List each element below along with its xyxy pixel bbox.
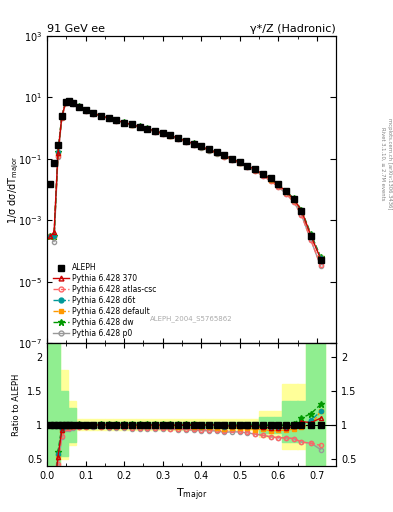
Bar bbox=[143, 421, 151, 429]
Bar bbox=[48, 343, 52, 470]
Bar bbox=[52, 343, 56, 470]
Bar bbox=[56, 343, 60, 470]
Bar bbox=[274, 417, 282, 433]
Bar bbox=[71, 408, 76, 442]
Bar bbox=[136, 421, 143, 429]
Bar bbox=[105, 421, 113, 429]
Bar bbox=[71, 401, 76, 445]
Bar bbox=[306, 343, 316, 470]
Bar bbox=[267, 417, 274, 433]
Bar bbox=[259, 411, 267, 437]
Bar bbox=[56, 343, 60, 470]
Bar bbox=[220, 421, 228, 429]
Bar bbox=[182, 421, 190, 429]
Bar bbox=[205, 421, 213, 429]
Bar bbox=[213, 419, 220, 430]
Bar bbox=[64, 370, 68, 459]
Bar bbox=[167, 419, 174, 430]
Bar bbox=[282, 384, 290, 449]
Y-axis label: Ratio to ALEPH: Ratio to ALEPH bbox=[12, 373, 21, 436]
Bar bbox=[228, 419, 236, 430]
Text: γ*/Z (Hadronic): γ*/Z (Hadronic) bbox=[250, 24, 336, 34]
Bar bbox=[174, 421, 182, 429]
Bar bbox=[159, 421, 167, 429]
Bar bbox=[113, 421, 120, 429]
Bar bbox=[97, 419, 105, 430]
Bar bbox=[52, 343, 56, 470]
Bar bbox=[82, 419, 90, 430]
Bar bbox=[251, 419, 259, 430]
Bar bbox=[159, 419, 167, 430]
Text: ALEPH_2004_S5765862: ALEPH_2004_S5765862 bbox=[150, 315, 233, 322]
Bar bbox=[128, 419, 136, 430]
Bar bbox=[297, 401, 306, 442]
Bar bbox=[120, 421, 128, 429]
Bar bbox=[251, 421, 259, 429]
Bar bbox=[182, 419, 190, 430]
Bar bbox=[274, 411, 282, 437]
Bar bbox=[105, 419, 113, 430]
Bar bbox=[197, 419, 205, 430]
Bar bbox=[167, 421, 174, 429]
Bar bbox=[244, 421, 251, 429]
Legend: ALEPH, Pythia 6.428 370, Pythia 6.428 atlas-csc, Pythia 6.428 d6t, Pythia 6.428 : ALEPH, Pythia 6.428 370, Pythia 6.428 at… bbox=[51, 262, 158, 339]
Bar bbox=[297, 384, 306, 449]
Bar bbox=[151, 419, 159, 430]
Bar bbox=[60, 391, 64, 456]
Bar bbox=[75, 419, 82, 430]
Bar bbox=[220, 419, 228, 430]
Bar bbox=[282, 401, 290, 442]
Bar bbox=[151, 421, 159, 429]
Bar bbox=[143, 419, 151, 430]
Bar bbox=[267, 411, 274, 437]
Bar bbox=[136, 419, 143, 430]
Bar bbox=[190, 419, 197, 430]
Bar bbox=[290, 384, 298, 449]
Text: 91 GeV ee: 91 GeV ee bbox=[47, 24, 105, 34]
Bar bbox=[90, 421, 97, 429]
Bar bbox=[205, 419, 213, 430]
X-axis label: T$_\mathrm{major}$: T$_\mathrm{major}$ bbox=[176, 486, 208, 503]
Bar bbox=[48, 343, 52, 470]
Bar bbox=[213, 421, 220, 429]
Bar bbox=[174, 419, 182, 430]
Bar bbox=[64, 391, 68, 456]
Y-axis label: 1/σ dσ/dT$_\mathrm{major}$: 1/σ dσ/dT$_\mathrm{major}$ bbox=[7, 155, 21, 224]
Bar bbox=[82, 421, 90, 429]
Bar bbox=[68, 408, 72, 442]
Bar bbox=[90, 419, 97, 430]
Text: mcplots.cern.ch [arXiv:1306.3436]: mcplots.cern.ch [arXiv:1306.3436] bbox=[387, 118, 391, 209]
Bar bbox=[75, 421, 82, 429]
Bar bbox=[113, 419, 120, 430]
Bar bbox=[290, 401, 298, 442]
Bar bbox=[190, 421, 197, 429]
Bar bbox=[228, 421, 236, 429]
Bar bbox=[120, 419, 128, 430]
Bar bbox=[97, 421, 105, 429]
Bar bbox=[236, 419, 244, 430]
Bar bbox=[60, 370, 64, 459]
Bar bbox=[197, 421, 205, 429]
Bar bbox=[306, 343, 316, 470]
Bar bbox=[128, 421, 136, 429]
Bar bbox=[236, 421, 244, 429]
Bar bbox=[259, 417, 267, 433]
Text: Rivet 3.1.10, ≥ 2.7M events: Rivet 3.1.10, ≥ 2.7M events bbox=[381, 127, 386, 201]
Bar bbox=[244, 419, 251, 430]
Bar bbox=[316, 343, 325, 470]
Bar bbox=[68, 401, 72, 445]
Bar bbox=[316, 343, 325, 470]
